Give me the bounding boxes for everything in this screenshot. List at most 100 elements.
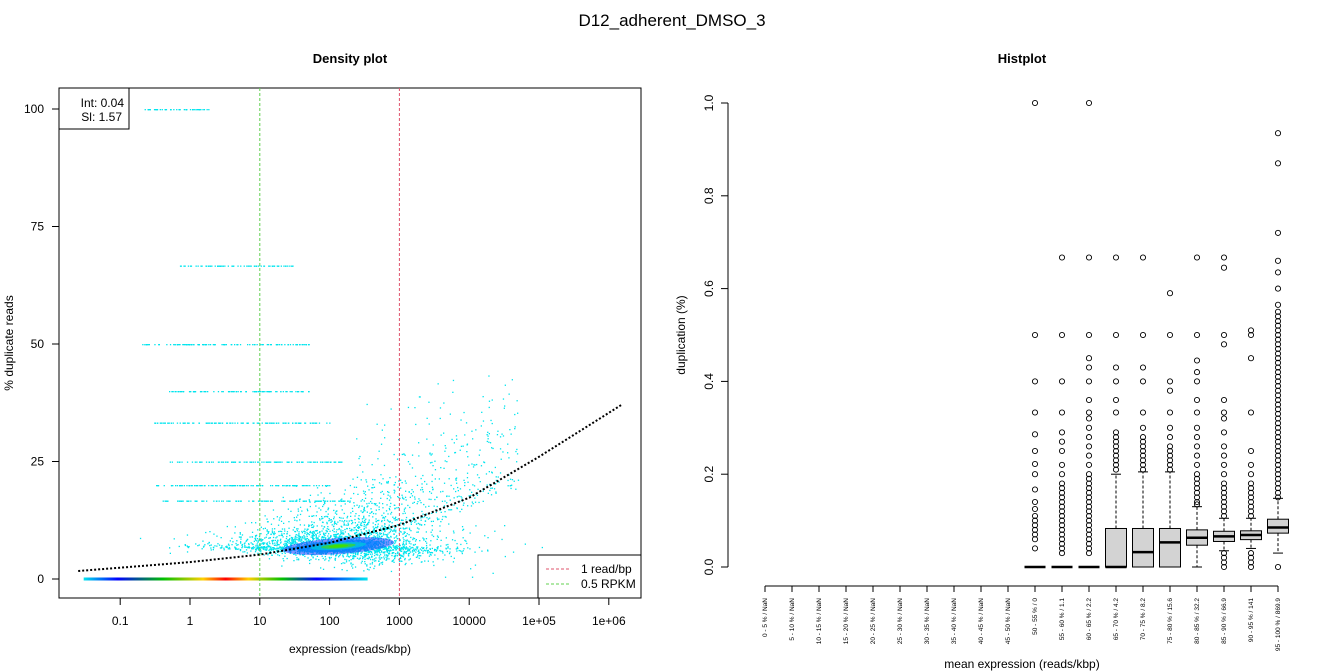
box-outlier xyxy=(1031,517,1039,524)
duplicate-band-point xyxy=(223,485,225,487)
density-point xyxy=(440,539,442,541)
density-overlays xyxy=(78,88,622,598)
box-outlier xyxy=(1193,475,1201,482)
box-outlier xyxy=(1274,382,1282,390)
density-point xyxy=(432,465,434,467)
box-outlier xyxy=(1139,364,1147,371)
density-point xyxy=(462,529,464,531)
density-point xyxy=(309,505,311,508)
histplot-x-tick-label: 15 - 20 % / NaN xyxy=(843,598,850,645)
density-point xyxy=(456,546,459,548)
density-point xyxy=(388,553,390,555)
density-point xyxy=(368,502,370,504)
density-point xyxy=(371,487,373,489)
density-point xyxy=(356,504,358,506)
density-point xyxy=(336,523,338,525)
box-outlier xyxy=(1085,355,1093,362)
density-point xyxy=(289,542,291,544)
density-point xyxy=(358,558,360,560)
duplicate-band-point xyxy=(240,391,242,393)
density-point xyxy=(256,538,259,540)
duplicate-band-point xyxy=(289,344,292,346)
density-point xyxy=(309,494,312,496)
box-outlier xyxy=(1274,485,1282,492)
density-point xyxy=(329,492,331,495)
density-point xyxy=(432,444,434,446)
density-point xyxy=(395,546,397,548)
density-point xyxy=(357,554,359,556)
density-point xyxy=(483,461,485,463)
density-point xyxy=(384,523,386,525)
density-point xyxy=(313,515,315,517)
duplicate-band-point xyxy=(211,265,213,267)
density-point xyxy=(357,493,359,495)
density-point xyxy=(286,541,288,543)
density-point xyxy=(348,560,350,562)
density-point xyxy=(328,560,330,562)
duplicate-band-point xyxy=(282,500,285,502)
density-point xyxy=(376,552,378,554)
density-point xyxy=(405,543,407,545)
density-point xyxy=(422,474,424,477)
density-point xyxy=(376,535,378,537)
density-point xyxy=(474,501,477,503)
density-point xyxy=(326,521,328,524)
density-point xyxy=(322,536,324,539)
density-point xyxy=(350,559,352,561)
density-point xyxy=(346,555,348,557)
density-point xyxy=(373,529,375,531)
duplicate-band-point xyxy=(252,461,254,463)
density-point xyxy=(364,510,366,512)
duplicate-band-point xyxy=(281,461,283,463)
duplicate-band-point xyxy=(220,461,223,463)
density-point xyxy=(263,547,265,549)
density-point xyxy=(272,532,274,535)
density-point xyxy=(366,524,368,526)
density-point xyxy=(303,524,306,526)
box-outlier xyxy=(1085,254,1093,261)
histplot-y-tick-label: 0.4 xyxy=(702,373,716,390)
density-point xyxy=(390,536,392,538)
histplot-x-tick-label: 10 - 15 % / NaN xyxy=(816,598,823,645)
density-point xyxy=(388,546,390,548)
density-point xyxy=(266,548,268,550)
density-point xyxy=(365,532,367,534)
duplicate-band-point xyxy=(295,485,297,487)
box-outlier xyxy=(1112,434,1120,441)
density-point xyxy=(279,546,281,548)
density-point xyxy=(345,559,348,561)
box-outlier xyxy=(1274,301,1282,308)
duplicate-band-point xyxy=(294,500,296,502)
density-point xyxy=(186,551,189,553)
density-point xyxy=(418,442,420,444)
box-outlier xyxy=(1220,409,1228,416)
box-outlier xyxy=(1139,409,1147,416)
box-19 xyxy=(1267,130,1289,571)
density-point xyxy=(478,454,480,456)
density-point xyxy=(440,521,442,523)
duplicate-band-point xyxy=(194,391,197,393)
density-point xyxy=(343,523,345,525)
duplicate-band-point xyxy=(261,485,264,487)
duplicate-band-point xyxy=(225,344,227,346)
density-point xyxy=(403,523,405,525)
density-point xyxy=(425,540,427,543)
density-point xyxy=(299,539,301,541)
histplot-axes: 0.00.20.40.60.81.00 - 5 % / NaN 5 - 10 % … xyxy=(702,94,1282,651)
density-point xyxy=(328,538,330,540)
density-point xyxy=(473,485,476,487)
density-point xyxy=(295,534,297,536)
density-point xyxy=(404,535,407,537)
density-point xyxy=(414,521,416,523)
density-point xyxy=(254,535,257,537)
density-point xyxy=(389,550,391,552)
duplicate-band-point xyxy=(237,391,239,393)
density-point xyxy=(470,505,473,507)
density-point xyxy=(375,518,377,520)
density-point xyxy=(311,532,314,534)
density-point xyxy=(296,542,298,544)
box-outlier xyxy=(1247,508,1255,515)
density-point xyxy=(350,563,352,565)
density-point xyxy=(364,556,366,558)
density-point xyxy=(358,535,360,537)
